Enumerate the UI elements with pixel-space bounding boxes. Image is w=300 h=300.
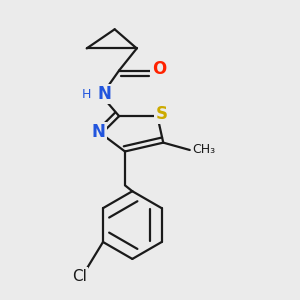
Text: Cl: Cl xyxy=(72,268,87,284)
Text: S: S xyxy=(156,105,168,123)
Text: CH₃: CH₃ xyxy=(193,143,216,157)
Text: H: H xyxy=(81,88,91,100)
Text: O: O xyxy=(152,60,166,78)
Text: N: N xyxy=(98,85,111,103)
Text: N: N xyxy=(92,123,105,141)
